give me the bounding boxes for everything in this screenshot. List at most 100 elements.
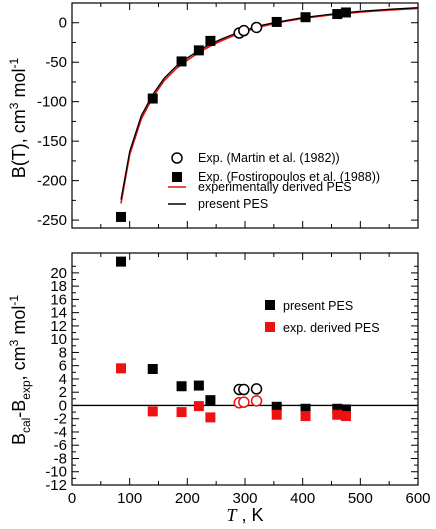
legend-label-fostiropoulos: Exp. (Fostiropoulos et al. (1988)) — [198, 170, 380, 184]
top-y-tick-label: 0 — [59, 15, 67, 32]
bottom-y-axis-title-sub2: exp — [19, 380, 33, 400]
bottom-point-square-s0 — [147, 364, 158, 374]
x-tick-label: 500 — [348, 490, 373, 507]
legend-marker-filled-square — [172, 172, 182, 182]
bottom-point-square-s1 — [332, 409, 343, 420]
bottom-point-square-s1 — [147, 406, 158, 417]
bottom-y-axis-title-main: , cm — [9, 346, 29, 380]
bottom-point-square-s0 — [271, 401, 282, 412]
bottom-point-square-s1 — [271, 409, 282, 420]
top-point-square-s1 — [193, 45, 204, 56]
bottom-y-tick-label: -8 — [54, 450, 67, 467]
bottom-y-tick-label: 0 — [59, 397, 67, 414]
bottom-y-axis-title-b1: B — [9, 433, 29, 445]
bottom-point-square-s1 — [205, 412, 216, 423]
bottom-y-tick-label: 8 — [59, 344, 67, 361]
bottom-point-square-s1 — [116, 363, 127, 374]
bottom-y-axis-title-dash: -B — [9, 400, 29, 418]
bottom-point-circle-s2 — [250, 383, 263, 395]
top-point-square-s1 — [300, 12, 311, 23]
bottom-y-axis-title-mid: mol — [9, 306, 29, 340]
top-point-square-s1 — [116, 211, 127, 222]
bottom-panel: 0 100 200 300 400 500 600-12-10-8-6-4-20246810… — [7, 252, 431, 525]
bottom-point-square-s0 — [176, 381, 187, 392]
bottom-ticks: 0 100 200 300 400 500 600-12-10-8-6-4-20246810… — [45, 252, 431, 507]
bottom-point-square-s0 — [116, 256, 127, 267]
x-tick-label: 100 — [117, 490, 142, 507]
bottom-y-tick-label: 12 — [50, 318, 67, 335]
bottom-y-axis-title-sub1: cal — [19, 418, 33, 433]
top-y-tick-label: -150 — [37, 133, 67, 150]
x-tick-label: 300 — [232, 490, 257, 507]
bottom-point-square-s0 — [205, 395, 216, 406]
top-y-axis-title-mid: mol — [9, 68, 29, 102]
bottom-y-tick-label: 4 — [59, 371, 67, 388]
x-tick-label: 600 — [405, 490, 430, 507]
top-y-axis-title-main: B(T), cm — [9, 109, 29, 178]
bottom-y-tick-label: -4 — [54, 424, 67, 441]
legend-marker-exp-derived-pes — [265, 322, 275, 332]
bottom-y-tick-label: 20 — [50, 265, 67, 282]
x-axis-title: T , K — [226, 505, 263, 525]
x-tick-label: 200 — [175, 490, 200, 507]
top-y-tick-label: -50 — [45, 54, 67, 71]
top-ticks: 0 -50 -100 -150 -200 -250 — [37, 2, 419, 229]
top-y-axis-title-exp2: -1 — [7, 57, 21, 68]
bottom-point-circle-s3 — [238, 396, 250, 408]
bottom-y-tick-label: 14 — [50, 305, 67, 322]
bottom-point-square-s1 — [340, 411, 351, 422]
bottom-point-square-s0 — [332, 403, 343, 414]
top-panel: 0 -50 -100 -150 -200 -250 Exp. (Martin et al.… — [7, 2, 419, 229]
bottom-points — [116, 256, 351, 423]
top-y-axis-title: B(T), cm3 mol-1 — [7, 57, 29, 178]
bottom-point-square-s1 — [193, 401, 204, 412]
bottom-point-circle-s3 — [250, 395, 263, 407]
bottom-legend: present PES exp. derived PES — [265, 299, 380, 335]
x-axis-title-symbol: T — [226, 505, 238, 525]
x-tick-label: 0 — [68, 490, 76, 507]
bottom-y-tick-label: 6 — [59, 358, 67, 375]
legend-marker-present-pes — [265, 300, 275, 310]
bottom-y-tick-label: 2 — [59, 384, 67, 401]
x-tick-label: 400 — [290, 490, 315, 507]
bottom-y-tick-label: -6 — [54, 437, 67, 454]
bottom-y-tick-label: 18 — [50, 278, 67, 295]
top-points — [116, 7, 351, 222]
bottom-point-square-s0 — [340, 404, 351, 415]
bottom-y-tick-label: -12 — [45, 477, 67, 494]
legend-label-exp-derived-pes-bottom: exp. derived PES — [283, 321, 380, 335]
legend-label-martin: Exp. (Martin et al. (1982)) — [198, 151, 340, 165]
bottom-y-axis-title-exp2: -1 — [7, 295, 21, 306]
top-y-tick-label: -100 — [37, 94, 67, 111]
top-legend: Exp. (Martin et al. (1982)) Exp. (Fostir… — [168, 151, 380, 211]
top-y-tick-label: -200 — [37, 173, 67, 190]
legend-marker-open-circle — [171, 152, 183, 164]
legend-label-exp-derived-pes: experimentally derived PES — [198, 180, 352, 194]
top-point-square-s1 — [176, 56, 187, 67]
bottom-y-tick-label: -10 — [45, 464, 67, 481]
top-y-tick-label: -250 — [37, 212, 67, 229]
top-point-square-s1 — [205, 35, 216, 46]
top-point-circle-s0 — [250, 21, 263, 34]
top-point-square-s1 — [340, 7, 351, 18]
legend-label-present-pes-bottom: present PES — [283, 299, 353, 313]
top-point-square-s1 — [332, 9, 343, 20]
top-point-circle-s0 — [238, 24, 250, 37]
top-point-square-s1 — [147, 93, 158, 104]
bottom-y-axis-title-exp1: 3 — [7, 339, 21, 346]
bottom-point-square-s1 — [300, 411, 311, 422]
legend-label-present-pes: present PES — [198, 197, 268, 211]
bottom-y-tick-label: 16 — [50, 291, 67, 308]
bottom-y-axis-title: Bcal-Bexp, cm3 mol-1 — [7, 295, 33, 445]
x-axis-title-unit: , K — [237, 505, 264, 525]
bottom-y-tick-label: -2 — [54, 411, 67, 428]
bottom-point-square-s1 — [176, 407, 187, 418]
bottom-point-square-s0 — [300, 403, 311, 414]
top-plot-frame — [71, 2, 419, 229]
bottom-y-tick-label: 10 — [50, 331, 67, 348]
top-point-square-s1 — [271, 16, 282, 27]
bottom-point-square-s0 — [193, 380, 204, 391]
bottom-point-circle-s2 — [238, 383, 250, 396]
top-y-axis-title-exp1: 3 — [7, 102, 21, 109]
